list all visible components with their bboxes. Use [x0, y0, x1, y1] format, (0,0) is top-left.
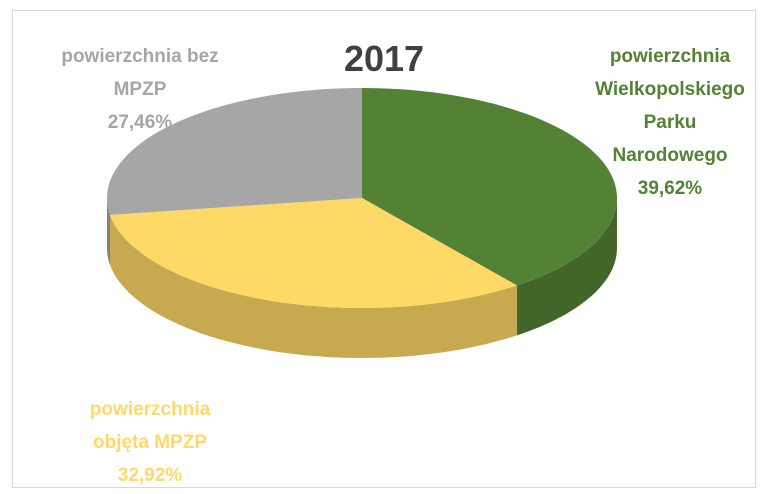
- slice: [107, 88, 362, 215]
- slice-side: [516, 198, 617, 336]
- slice-side: [107, 198, 110, 265]
- chart-title: 2017: [343, 38, 425, 79]
- slice-label: powierzchnia objęta MPZP 32,92%: [65, 393, 235, 492]
- slice: [110, 198, 517, 308]
- category-label: powierzchnia objęta MPZP: [89, 399, 211, 453]
- category-label: powierzchnia bez MPZP: [61, 46, 219, 100]
- category-label: powierzchnia Wielkopolskiego Parku Narod…: [595, 46, 745, 166]
- slice-side: [110, 214, 517, 358]
- chart-frame: [12, 10, 756, 488]
- value-label: 27,46%: [107, 112, 173, 133]
- slice: [362, 88, 617, 286]
- value-label: 32,92%: [117, 465, 183, 486]
- slice-label: powierzchnia bez MPZP 27,46%: [55, 40, 225, 139]
- slice-label: powierzchnia Wielkopolskiego Parku Narod…: [585, 40, 755, 205]
- value-label: 39,62%: [637, 178, 703, 199]
